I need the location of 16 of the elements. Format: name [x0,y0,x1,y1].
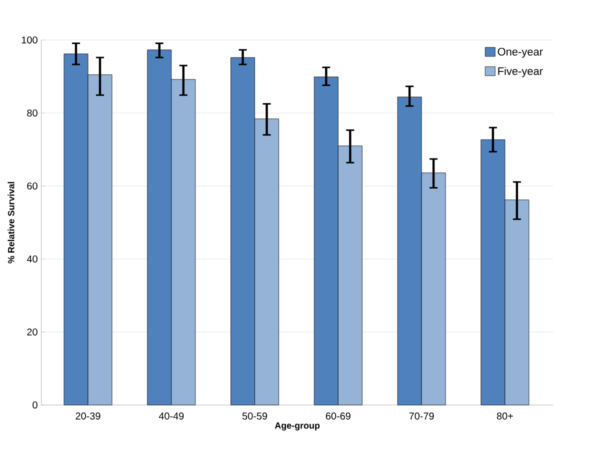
x-tick-label: 50-59 [242,412,268,420]
x-axis-title: Age-group [274,422,320,430]
y-tick-label: 0 [32,401,38,409]
y-axis-title: % Relative Survival [8,182,14,264]
y-tick-label: 100 [22,36,38,44]
x-tick-label: 40-49 [158,412,184,420]
y-tick-label: 80 [27,109,38,117]
x-tick-label: 70-79 [409,412,434,420]
legend-label: One-year [498,48,543,58]
x-tick-label: 20-39 [76,412,100,420]
legend-label: Five-year [498,66,543,78]
y-tick-label: 40 [26,255,38,263]
y-tick-label: 20 [27,328,38,336]
x-tick-label: 80+ [496,412,513,420]
y-tick-label: 60 [27,182,38,190]
x-tick-label: 60-69 [326,412,350,420]
